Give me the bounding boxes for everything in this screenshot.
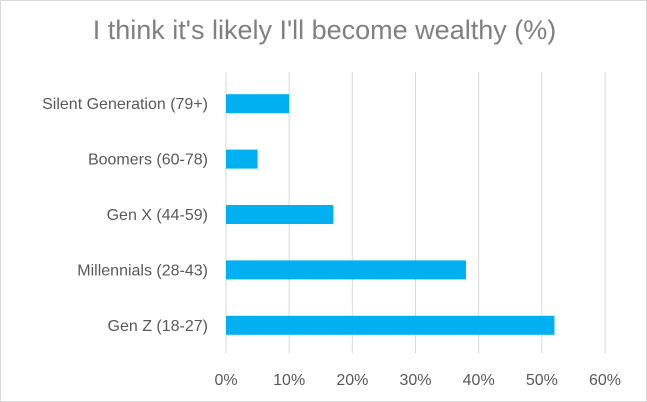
- bar: [226, 94, 290, 114]
- category-label: Millennials (28-43): [77, 262, 208, 279]
- category-label: Gen X (44-59): [107, 207, 208, 224]
- x-tick-label: 0%: [214, 372, 237, 389]
- x-tick-label: 50%: [526, 372, 558, 389]
- category-label: Gen Z (18-27): [108, 318, 208, 335]
- x-tick-label: 30%: [399, 372, 431, 389]
- bar: [226, 260, 467, 280]
- bar: [226, 149, 258, 169]
- x-tick-label: 10%: [273, 372, 305, 389]
- bar: [226, 315, 555, 335]
- gridlines: [225, 72, 606, 353]
- chart-title: I think it's likely I'll become wealthy …: [92, 15, 557, 45]
- category-label: Silent Generation (79+): [42, 96, 208, 113]
- x-tick-label: 60%: [589, 372, 621, 389]
- category-label: Boomers (60-78): [88, 152, 208, 169]
- x-axis-tick-labels: 0% 10% 20% 30% 40% 50% 60%: [214, 372, 621, 389]
- bar: [226, 205, 334, 224]
- x-tick-label: 20%: [336, 372, 368, 389]
- bars: [226, 94, 555, 335]
- category-labels: Silent Generation (79+) Boomers (60-78) Ge…: [42, 96, 208, 335]
- x-tick-label: 40%: [463, 372, 495, 389]
